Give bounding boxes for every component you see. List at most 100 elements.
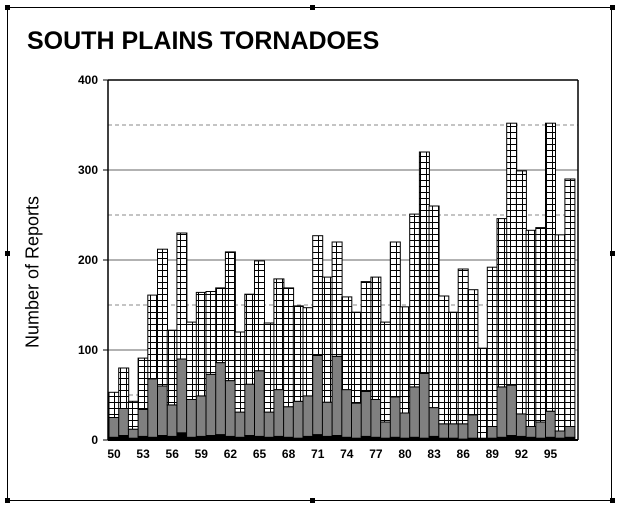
resize-handle-bottom-left[interactable] bbox=[5, 498, 10, 503]
resize-handle-bottom-right[interactable] bbox=[610, 498, 615, 503]
bar-segment-top bbox=[448, 311, 459, 425]
bar-segment-top bbox=[157, 248, 168, 387]
bars-group bbox=[108, 122, 576, 441]
bar-segment-middle bbox=[302, 395, 314, 437]
bar-segment-middle bbox=[263, 411, 275, 438]
bar-segment-top bbox=[118, 367, 130, 409]
resize-handle-bottom-center[interactable] bbox=[310, 498, 315, 503]
bar-segment-top bbox=[263, 322, 275, 413]
bar-segment-top bbox=[438, 295, 450, 425]
bar-segment-top bbox=[506, 122, 518, 386]
bar-segment-middle bbox=[292, 400, 304, 439]
x-tick-label: 89 bbox=[486, 447, 500, 461]
bar-segment-middle bbox=[389, 396, 401, 438]
x-tick-label: 86 bbox=[457, 447, 471, 461]
chart-title: SOUTH PLAINS TORNADOES bbox=[27, 27, 380, 55]
bar-segment-top bbox=[244, 293, 256, 385]
y-tick-label: 0 bbox=[91, 433, 98, 447]
bar-segment-middle bbox=[157, 385, 168, 436]
bar-segment-middle bbox=[525, 426, 537, 438]
bar-segment-middle bbox=[331, 355, 343, 436]
bar-segment-top bbox=[147, 294, 159, 380]
x-tick-label: 59 bbox=[195, 447, 209, 461]
bar-segment-middle bbox=[108, 417, 120, 438]
bar-segment-middle bbox=[312, 354, 324, 436]
bar-segment-top bbox=[428, 205, 440, 409]
resize-handle-middle-right[interactable] bbox=[610, 251, 615, 256]
bar-segment-middle bbox=[351, 402, 362, 439]
bar-segment-top bbox=[409, 213, 421, 388]
bar-segment-middle bbox=[564, 426, 576, 438]
bar-segment-middle bbox=[496, 386, 508, 438]
resize-handle-middle-left[interactable] bbox=[5, 251, 10, 256]
x-tick-label: 71 bbox=[311, 447, 325, 461]
x-tick-label: 62 bbox=[224, 447, 238, 461]
x-tick-label: 50 bbox=[107, 447, 121, 461]
y-tick-label: 400 bbox=[78, 73, 98, 87]
bar-segment-top bbox=[486, 266, 498, 428]
bar-segment-middle bbox=[137, 408, 149, 437]
bar-segment-top bbox=[380, 321, 392, 423]
bar-segment-top bbox=[525, 229, 537, 427]
bar-segment-middle bbox=[438, 423, 450, 439]
bar-segment-top bbox=[205, 291, 217, 375]
x-tick-label: 95 bbox=[544, 447, 558, 461]
bar-segment-top bbox=[186, 321, 198, 401]
bar-segment-middle bbox=[545, 410, 556, 438]
bar-segment-middle bbox=[254, 370, 265, 437]
x-tick-label: 83 bbox=[427, 447, 441, 461]
x-tick-label: 65 bbox=[253, 447, 267, 461]
bar-segment-top bbox=[273, 278, 285, 391]
bar-segment-middle bbox=[186, 399, 198, 438]
bar-segment-top bbox=[554, 234, 566, 432]
bar-segment-middle bbox=[166, 404, 178, 437]
bar-segment-top bbox=[564, 178, 576, 427]
resize-handle-top-right[interactable] bbox=[610, 5, 615, 10]
bar-segment-middle bbox=[127, 428, 139, 439]
x-tick-label: 56 bbox=[166, 447, 180, 461]
axes-group bbox=[107, 79, 579, 441]
bar-segment-top bbox=[312, 235, 324, 356]
bar-segment-top bbox=[535, 227, 547, 423]
bar-segment-middle bbox=[380, 421, 392, 439]
bar-segment-middle bbox=[409, 386, 421, 438]
bar-segment-top bbox=[224, 251, 236, 382]
x-tick-label: 68 bbox=[282, 447, 296, 461]
bar-segment-middle bbox=[428, 407, 440, 437]
x-tick-label: 74 bbox=[340, 447, 354, 461]
bar-segment-middle bbox=[418, 372, 430, 439]
bar-segment-top bbox=[457, 268, 469, 425]
bar-segment-middle bbox=[506, 384, 518, 437]
bar-segment-top bbox=[108, 391, 120, 418]
bar-segment-middle bbox=[341, 389, 353, 438]
bar-segment-top bbox=[360, 281, 372, 392]
bar-segment-top bbox=[234, 331, 246, 413]
bar-segment-top bbox=[283, 287, 295, 408]
bar-segment-top bbox=[254, 260, 265, 372]
bar-segment-top bbox=[292, 305, 304, 402]
y-tick-labels: 0 100 200 300 400 bbox=[78, 73, 108, 447]
bar-segment-top bbox=[302, 307, 314, 397]
x-tick-label: 92 bbox=[515, 447, 529, 461]
bar-segment-top bbox=[166, 329, 178, 406]
bar-segment-middle bbox=[448, 423, 459, 439]
bar-segment-top bbox=[321, 276, 333, 403]
bar-segment-top bbox=[399, 306, 411, 414]
resize-handle-top-center[interactable] bbox=[310, 5, 315, 10]
bar-segment-middle bbox=[283, 406, 295, 438]
bar-segment-middle bbox=[118, 408, 130, 436]
bar-segment-middle bbox=[321, 401, 333, 437]
x-tick-label: 77 bbox=[369, 447, 383, 461]
bar-segment-top bbox=[176, 232, 188, 360]
resize-handle-top-left[interactable] bbox=[5, 5, 10, 10]
bar-segment-top bbox=[515, 170, 527, 415]
bar-segment-middle bbox=[195, 395, 207, 437]
x-tick-labels: 50 53 56 59 62 65 68 71 74 77 80 83 86 89 92 95 bbox=[107, 447, 557, 461]
bar-segment-top bbox=[477, 347, 489, 439]
bar-segment-top bbox=[351, 311, 362, 404]
bar-segment-middle bbox=[176, 358, 188, 434]
bar-segment-middle bbox=[370, 399, 382, 438]
bar-segment-middle bbox=[554, 430, 566, 439]
y-tick-label: 100 bbox=[78, 343, 98, 357]
bar-segment-middle bbox=[224, 380, 236, 437]
